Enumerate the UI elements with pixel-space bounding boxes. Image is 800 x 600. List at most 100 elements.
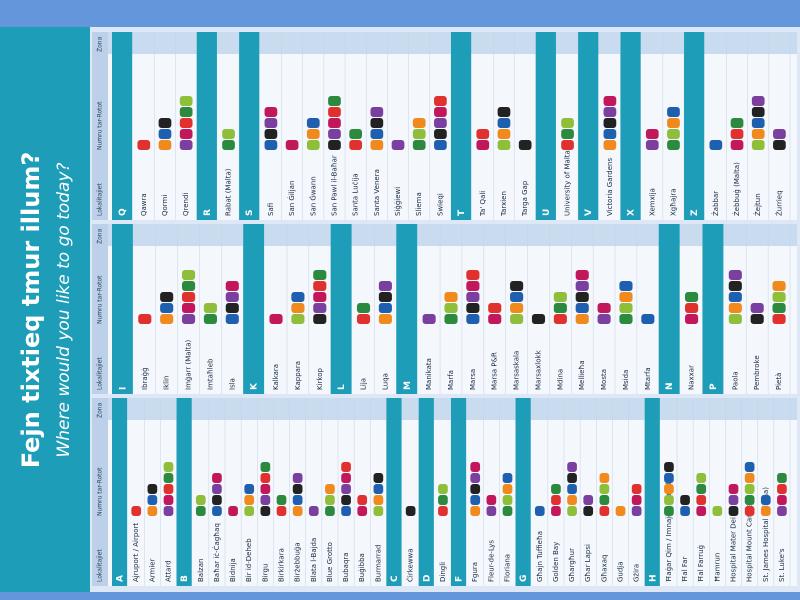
route-pill [276,506,287,516]
route-pill [470,473,481,483]
locality: Floriana [504,554,512,582]
route-pill [434,118,447,128]
route-pill [179,96,193,106]
route-pill [510,303,524,313]
route-pill [434,129,447,139]
route-pill [603,129,617,139]
locality: Luqa [381,373,389,390]
route-pill [244,495,255,505]
column-header-band [92,398,108,586]
route-pill [341,506,351,516]
locality: Dingli [439,562,447,582]
column-header: Numru tar-Rotot [97,101,104,150]
route-pill [378,303,392,313]
locality: Għaxaq [600,555,608,582]
route-pill [306,129,320,139]
locality: University of Malta [564,150,572,216]
route-pill [777,506,787,516]
route-pill [160,303,174,313]
route-pill [777,495,787,505]
route-pill [325,484,335,494]
route-pill [225,314,239,324]
route-pill [597,303,611,313]
route-pill [434,140,447,150]
locality: Santa Venera [373,169,381,216]
route-pill [744,506,755,516]
section-header [451,32,472,220]
route-pill [378,314,392,324]
zone-column [92,224,797,246]
route-pill [510,292,524,302]
route-pill [567,495,577,505]
section-letter: L [337,384,347,390]
locality: Hospital Mount Carmel [746,502,754,582]
section-header [112,32,133,220]
route-pill [444,314,458,324]
route-pill [510,281,524,291]
route-pill [306,118,320,128]
route-pill [575,314,589,324]
route-pill [728,270,742,280]
route-pill [195,506,206,516]
route-pill [728,314,742,324]
route-pill [551,495,561,505]
route-pill [760,495,771,505]
route-pill [179,129,193,139]
route-pill [291,314,305,324]
route-pill [438,484,448,494]
route-pill [488,303,502,313]
locality: Qawra [140,193,148,216]
section-letter: G [519,575,529,582]
locality: St. Luke's [778,548,786,582]
route-pill [357,506,368,516]
route-pill [772,303,786,313]
route-pill [751,140,765,150]
section-letter: V [584,209,594,216]
route-pill [773,129,786,139]
route-pill [313,292,327,302]
route-pill [561,129,574,139]
route-pill [260,495,271,505]
route-pill [728,281,742,291]
route-pill [163,484,174,494]
route-pill [645,129,659,139]
route-pill [203,314,217,324]
route-pill [341,462,351,472]
route-pill [619,303,633,313]
locality: Golden Bay [552,542,560,582]
route-pill [313,281,327,291]
route-pill [730,129,744,139]
route-pill [685,292,699,302]
route-pill [260,473,271,483]
route-pill [777,473,787,483]
route-pill [772,292,786,302]
column-header: Lokalitajiet [97,549,104,582]
route-pill [349,129,363,139]
section-header [330,224,352,394]
section-header [112,398,128,586]
route-pill [370,140,384,150]
locality: Sliema [415,192,423,216]
route-pill [158,140,172,150]
locality: Żejtun [753,193,762,216]
locality: Rabat (Malta) [225,168,233,216]
locality: Ċirkewwa [406,548,415,582]
route-pill [328,129,341,139]
locality: Manikata [425,358,433,390]
section-header [196,32,217,220]
section-letter: M [403,381,413,390]
locality: Kirkop [316,368,324,391]
route-pill [422,314,436,324]
route-pill [212,506,222,516]
route-pill [357,495,368,505]
route-pill [497,107,511,117]
locality: Xemxija [648,188,656,216]
route-pill [470,495,481,505]
route-pill [179,140,193,150]
route-pill [728,292,742,302]
route-pill [292,473,303,483]
route-pill [308,506,319,516]
route-pill [291,303,305,313]
route-pill [412,129,426,139]
locality: Burmarrad [374,545,382,582]
